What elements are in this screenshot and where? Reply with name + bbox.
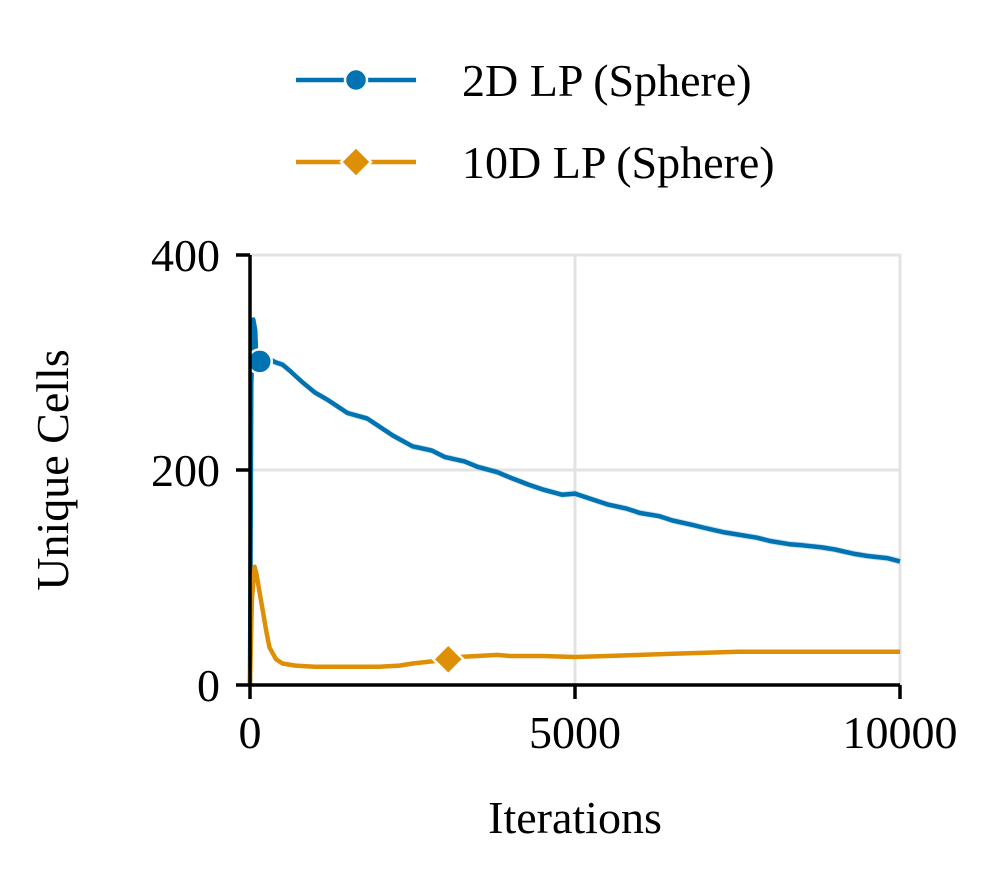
y-tick-label: 0 [197,660,220,711]
legend-entry-10d-lp: 10D LP (Sphere) [296,137,775,188]
series-marker-circle-2d-lp [246,348,273,375]
x-axis-title: Iterations [488,792,662,843]
plot-area: 0 5000 10000 0 200 400 [151,230,958,758]
legend-marker-diamond-icon [339,145,373,179]
x-tick-label: 10000 [843,707,958,758]
axes: 0 5000 10000 0 200 400 [151,230,958,758]
legend-label-2d-lp: 2D LP (Sphere) [462,55,752,106]
series-line-2d-lp [247,317,901,686]
y-axis-title: Unique Cells [27,349,78,590]
series-marker-diamond-10d-lp [431,642,466,676]
legend-entry-2d-lp: 2D LP (Sphere) [296,55,752,106]
grid [248,253,902,687]
series [246,316,901,686]
x-tick-label: 0 [239,707,262,758]
legend: 2D LP (Sphere) 10D LP (Sphere) [296,55,775,188]
x-tick-label: 5000 [529,707,621,758]
legend-marker-circle-icon [343,67,369,93]
y-tick-label: 200 [151,445,220,496]
legend-label-10d-lp: 10D LP (Sphere) [462,137,775,188]
y-tick-label: 400 [151,230,220,281]
